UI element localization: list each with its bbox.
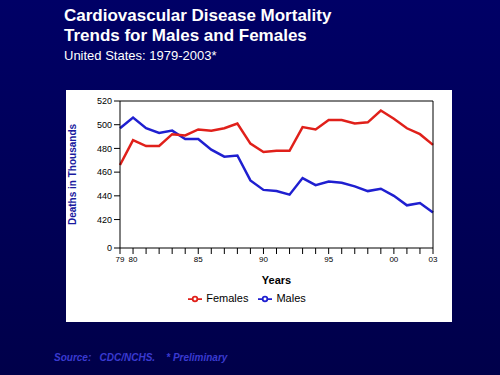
svg-text:440: 440 bbox=[97, 191, 112, 201]
svg-text:Years: Years bbox=[262, 274, 291, 286]
svg-text:80: 80 bbox=[129, 255, 138, 264]
svg-text:Deaths in Thousands: Deaths in Thousands bbox=[67, 124, 78, 226]
svg-text:90: 90 bbox=[259, 255, 268, 264]
svg-text:03: 03 bbox=[429, 255, 438, 264]
svg-text:500: 500 bbox=[97, 120, 112, 130]
svg-text:520: 520 bbox=[97, 96, 112, 106]
svg-text:460: 460 bbox=[97, 167, 112, 177]
svg-text:85: 85 bbox=[194, 255, 203, 264]
svg-text:0: 0 bbox=[107, 243, 112, 253]
html-text:United States: 1979-2003*: United States: 1979-2003* bbox=[64, 48, 217, 63]
svg-text:79: 79 bbox=[116, 255, 125, 264]
html-text:Females: Females bbox=[206, 292, 249, 304]
svg-text:95: 95 bbox=[324, 255, 333, 264]
html-text:Source: CDC/NCHS. * Preliminar: Source: CDC/NCHS. * Preliminary bbox=[54, 352, 228, 363]
html-text:Trends for Males and Females: Trends for Males and Females bbox=[64, 26, 307, 45]
svg-text:480: 480 bbox=[97, 144, 112, 154]
html-text:Cardiovascular Disease Mortali: Cardiovascular Disease Mortality bbox=[64, 6, 332, 25]
svg-text:420: 420 bbox=[97, 215, 112, 225]
html-text:Males: Males bbox=[276, 292, 306, 304]
svg-text:00: 00 bbox=[389, 255, 398, 264]
